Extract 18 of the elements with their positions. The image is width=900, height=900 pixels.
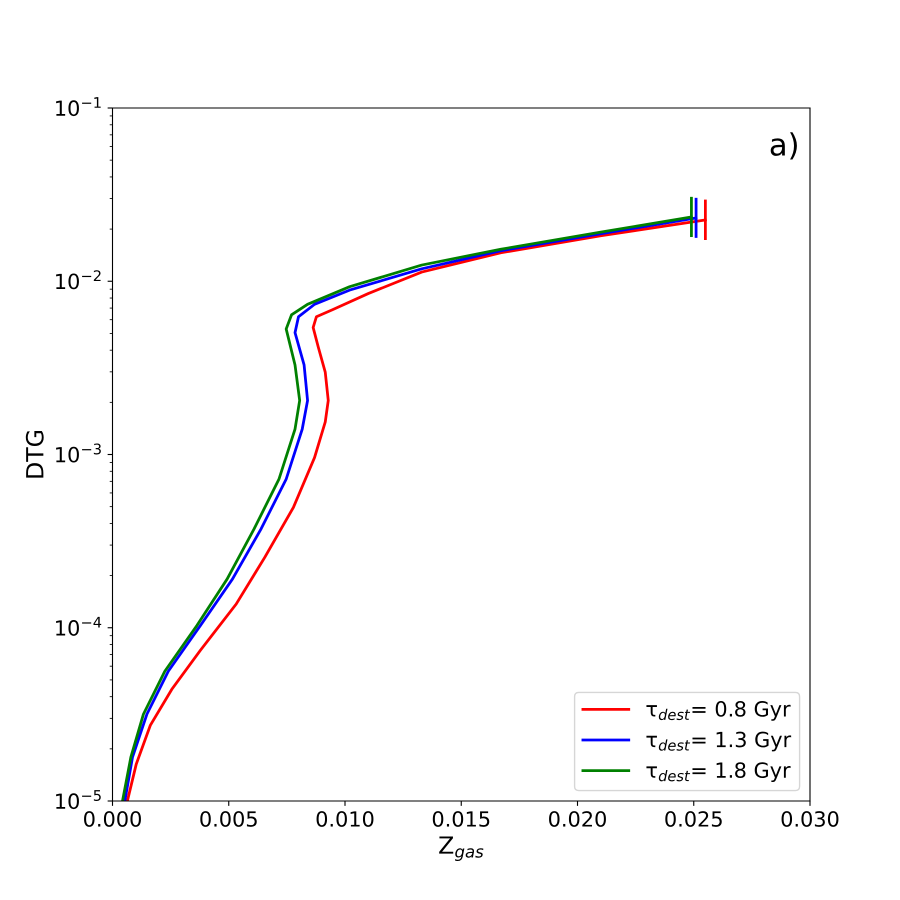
y-tick-label: 10$^{−5}$ — [56, 790, 101, 810]
x-tick-label: 0.020 — [549, 811, 606, 827]
legend-label: τ$_{dest}$= 1.8 Gyr — [646, 762, 791, 782]
x-tick-label: 0.010 — [316, 811, 374, 827]
x-tick-label: 0.015 — [432, 811, 490, 827]
y-tick-label: 10$^{−1}$ — [56, 97, 101, 116]
x-tick-label: 0.000 — [84, 811, 141, 827]
y-tick-label: 10$^{−4}$ — [56, 616, 102, 636]
y-axis-title: DTG — [26, 430, 44, 478]
annotation: a) — [770, 132, 797, 160]
x-tick-label: 0.030 — [782, 811, 838, 827]
x-tick-label: 0.025 — [665, 811, 722, 827]
y-tick-label: 10$^{−2}$ — [56, 270, 101, 290]
x-axis-title: Z$_{gas}$ — [439, 836, 484, 861]
x-tick-label: 0.005 — [200, 811, 257, 827]
y-tick-label: 10$^{−3}$ — [56, 443, 101, 463]
legend-label: τ$_{dest}$= 0.8 Gyr — [646, 701, 791, 721]
legend-label: τ$_{dest}$= 1.3 Gyr — [646, 732, 792, 752]
